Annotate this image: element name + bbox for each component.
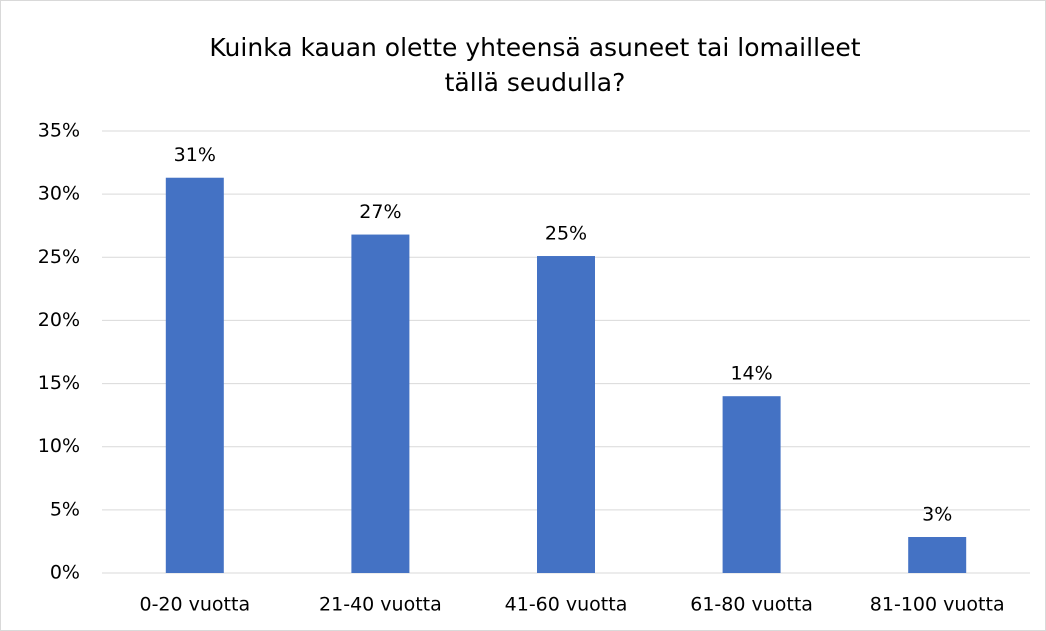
y-tick-label: 20%	[38, 309, 80, 331]
y-tick-label: 10%	[38, 435, 80, 457]
x-tick-label: 81-100 vuotta	[870, 594, 1005, 616]
bar	[908, 537, 967, 573]
y-tick-label: 35%	[38, 120, 80, 142]
x-tick-label: 41-60 vuotta	[505, 594, 628, 616]
y-tick-label: 25%	[38, 246, 80, 268]
y-tick-label: 0%	[50, 562, 80, 584]
data-label: 31%	[174, 144, 216, 166]
bar	[537, 256, 595, 573]
y-tick-label: 5%	[50, 498, 80, 520]
x-tick-label: 61-80 vuotta	[690, 594, 813, 616]
chart-title: Kuinka kauan olette yhteensä asuneet tai…	[209, 33, 860, 62]
chart-title: tällä seudulla?	[445, 68, 626, 97]
data-label: 14%	[730, 363, 772, 385]
bar	[351, 234, 410, 573]
x-tick-label: 0-20 vuotta	[139, 594, 250, 616]
y-tick-label: 30%	[38, 183, 80, 205]
data-label: 25%	[545, 223, 587, 245]
y-tick-label: 15%	[38, 372, 80, 394]
bar	[722, 396, 781, 573]
data-label: 3%	[922, 504, 952, 526]
data-label: 27%	[359, 201, 401, 223]
bar	[165, 177, 224, 573]
x-tick-label: 21-40 vuotta	[319, 594, 442, 616]
